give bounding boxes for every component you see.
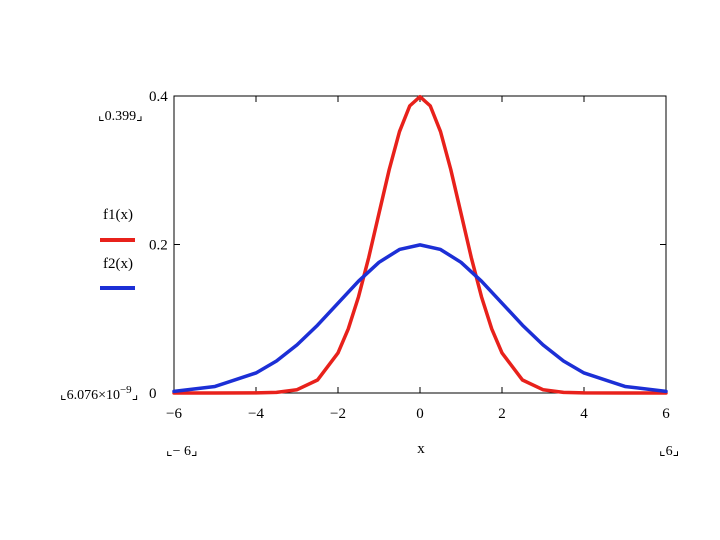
y-max-range-label: ⌞0.399⌟	[98, 109, 143, 124]
series-line-2	[172, 243, 668, 394]
x-tick-label: −4	[248, 406, 264, 422]
x-tick-label: −6	[166, 406, 182, 422]
x-min-range-label: ⌞− 6⌟	[166, 444, 198, 459]
series-group	[172, 94, 668, 395]
x-axis-label: x	[417, 441, 425, 457]
legend-label-f1: f1(x)	[103, 207, 133, 223]
y-tick-label: 0.2	[149, 238, 168, 254]
x-tick-label: −2	[330, 406, 346, 422]
y-tick-label: 0.4	[149, 89, 168, 105]
tick-group: −6 −4 −2 0 2 4 6 0 0.2 0.4	[149, 89, 670, 422]
legend: f1(x) f2(x)	[100, 207, 135, 290]
x-tick-label: 4	[580, 406, 588, 422]
series-line-1	[172, 94, 668, 395]
legend-label-f2: f2(x)	[103, 256, 133, 272]
x-tick-label: 6	[662, 406, 670, 422]
x-tick-label: 0	[416, 406, 424, 422]
x-tick-label: 2	[498, 406, 506, 422]
y-min-range-label: ⌞6.076×10−9⌟	[60, 384, 138, 403]
x-max-range-label: ⌞6⌟	[659, 444, 679, 459]
y-tick-label: 0	[149, 386, 157, 402]
